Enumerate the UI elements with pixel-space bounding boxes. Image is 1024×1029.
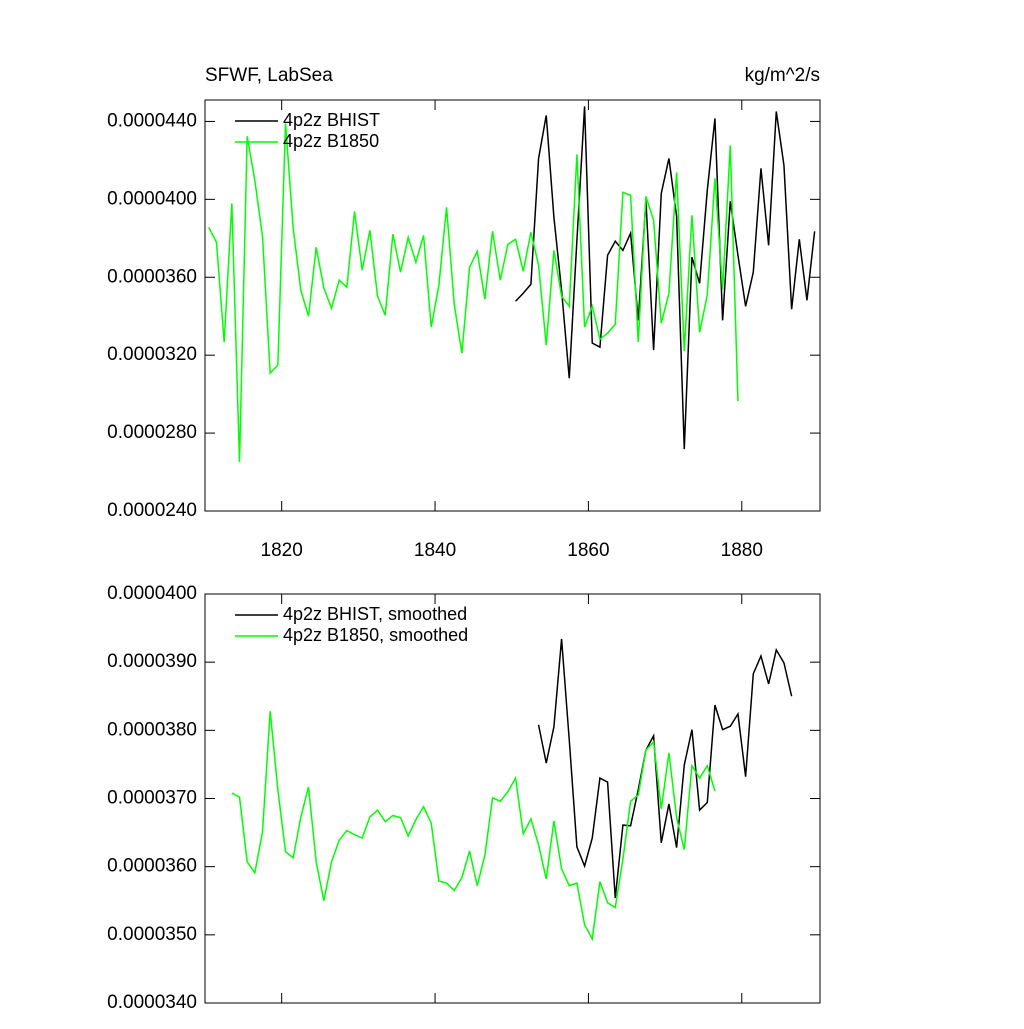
legend-label: 4p2z BHIST [283,110,380,130]
y-tick-label: 0.0000400 [107,188,197,209]
data-line [231,711,716,942]
y-tick-label: 0.0000360 [107,266,197,287]
y-tick-label: 0.0000240 [107,500,197,521]
y-tick-label: 0.0000380 [107,719,197,740]
y-tick-label: 0.0000360 [107,856,197,877]
chart-title: SFWF, LabSea [205,65,333,86]
legend-label: 4p2z BHIST, smoothed [283,604,467,624]
legend-label: 4p2z B1850, smoothed [283,625,468,645]
plot-frame [204,593,821,1004]
x-tick-label: 1820 [261,540,303,561]
y-tick-label: 0.0000440 [107,110,197,131]
data-line [208,123,739,463]
y-tick-label: 0.0000370 [107,788,197,809]
x-tick-label: 1840 [414,540,456,561]
units-label: kg/m^2/s [745,65,820,86]
legend-label: 4p2z B1850 [283,131,379,151]
data-line [515,106,816,450]
y-tick-label: 0.0000320 [107,344,197,365]
data-line [537,638,793,899]
x-tick-label: 1860 [567,540,609,561]
y-tick-label: 0.0000340 [107,992,197,1013]
y-tick-label: 0.0000280 [107,422,197,443]
y-tick-label: 0.0000400 [107,583,197,604]
x-tick-label: 1880 [721,540,763,561]
y-tick-label: 0.0000350 [107,924,197,945]
y-tick-label: 0.0000390 [107,651,197,672]
plot-frame [204,99,821,512]
